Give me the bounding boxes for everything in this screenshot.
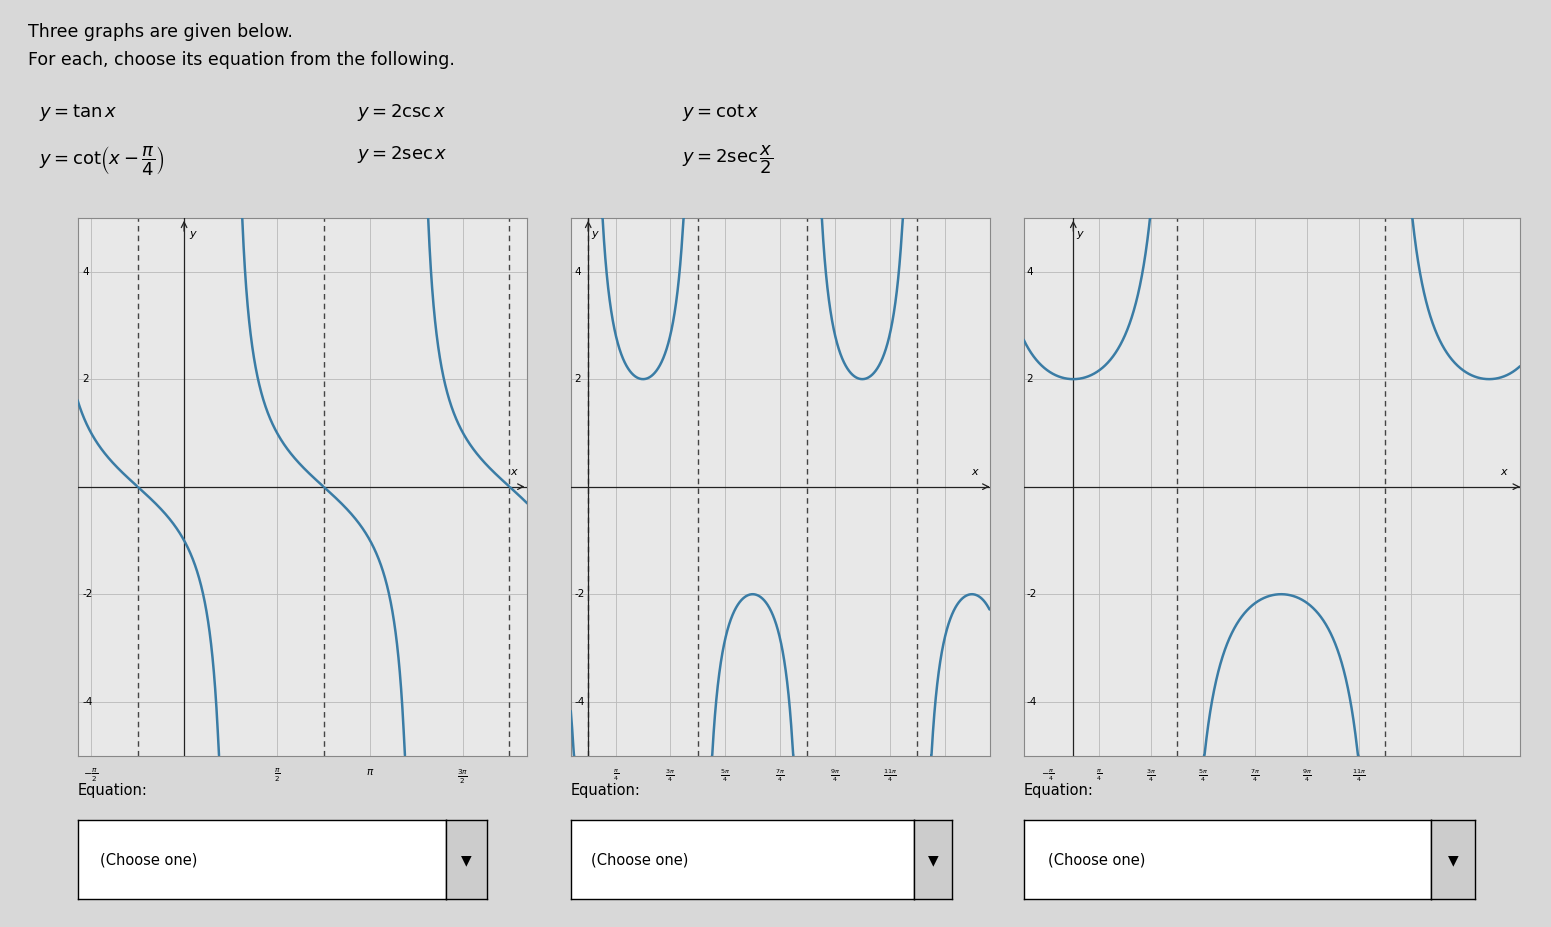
Text: 2: 2 [82, 375, 88, 384]
Text: (Choose one): (Choose one) [591, 852, 689, 868]
Text: $\frac{9\pi}{4}$: $\frac{9\pi}{4}$ [1303, 768, 1312, 784]
Text: -2: -2 [574, 590, 585, 599]
Text: $y=2\csc x$: $y=2\csc x$ [357, 102, 447, 123]
Text: y: y [1076, 229, 1083, 238]
Text: $-\frac{\pi}{4}$: $-\frac{\pi}{4}$ [1041, 768, 1055, 782]
Text: $\frac{11\pi}{4}$: $\frac{11\pi}{4}$ [883, 768, 896, 784]
Text: $\pi$: $\pi$ [366, 768, 374, 778]
Text: $\frac{\pi}{4}$: $\frac{\pi}{4}$ [1097, 768, 1103, 782]
Text: For each, choose its equation from the following.: For each, choose its equation from the f… [28, 51, 454, 69]
Text: Three graphs are given below.: Three graphs are given below. [28, 23, 293, 41]
Text: 2: 2 [574, 375, 582, 384]
Text: -4: -4 [574, 697, 585, 706]
Text: $\frac{9\pi}{4}$: $\frac{9\pi}{4}$ [830, 768, 839, 784]
Text: -4: -4 [1027, 697, 1036, 706]
Text: $y=\cot x$: $y=\cot x$ [682, 102, 760, 123]
Text: $y=\tan x$: $y=\tan x$ [39, 102, 118, 123]
Text: $\frac{3\pi}{4}$: $\frac{3\pi}{4}$ [1146, 768, 1155, 784]
Text: Equation:: Equation: [1024, 783, 1093, 798]
Text: 4: 4 [1027, 267, 1033, 276]
Text: (Choose one): (Choose one) [1048, 852, 1146, 868]
Text: $y=2\sec\dfrac{x}{2}$: $y=2\sec\dfrac{x}{2}$ [682, 144, 774, 176]
Text: Equation:: Equation: [78, 783, 147, 798]
Text: 2: 2 [1027, 375, 1033, 384]
Text: $\frac{7\pi}{4}$: $\frac{7\pi}{4}$ [776, 768, 785, 784]
Text: ▼: ▼ [461, 853, 472, 867]
Text: Equation:: Equation: [571, 783, 641, 798]
Text: (Choose one): (Choose one) [99, 852, 197, 868]
Text: $\frac{7\pi}{4}$: $\frac{7\pi}{4}$ [1250, 768, 1259, 784]
Text: ▼: ▼ [1447, 853, 1458, 867]
Text: x: x [510, 467, 516, 477]
Text: -2: -2 [1027, 590, 1036, 599]
Text: $\frac{3\pi}{2}$: $\frac{3\pi}{2}$ [458, 768, 468, 786]
Text: $y=2\sec x$: $y=2\sec x$ [357, 144, 447, 165]
Text: -2: -2 [82, 590, 93, 599]
Text: $\frac{3\pi}{4}$: $\frac{3\pi}{4}$ [665, 768, 675, 784]
Text: 4: 4 [574, 267, 582, 276]
Text: $-\frac{\pi}{2}$: $-\frac{\pi}{2}$ [84, 768, 99, 784]
Text: $\frac{5\pi}{4}$: $\frac{5\pi}{4}$ [1199, 768, 1208, 784]
Text: $\frac{11\pi}{4}$: $\frac{11\pi}{4}$ [1352, 768, 1366, 784]
Text: ▼: ▼ [927, 853, 938, 867]
Text: y: y [591, 229, 597, 238]
Text: 4: 4 [82, 267, 88, 276]
Text: -4: -4 [82, 697, 93, 706]
Text: $\frac{5\pi}{4}$: $\frac{5\pi}{4}$ [720, 768, 731, 784]
Text: $y=\cot\!\left(x-\dfrac{\pi}{4}\right)$: $y=\cot\!\left(x-\dfrac{\pi}{4}\right)$ [39, 144, 164, 177]
Text: x: x [1500, 467, 1506, 477]
Text: $\frac{\pi}{4}$: $\frac{\pi}{4}$ [613, 768, 619, 782]
Text: $\frac{\pi}{2}$: $\frac{\pi}{2}$ [273, 768, 281, 784]
Text: x: x [971, 467, 977, 477]
Text: y: y [189, 229, 195, 238]
